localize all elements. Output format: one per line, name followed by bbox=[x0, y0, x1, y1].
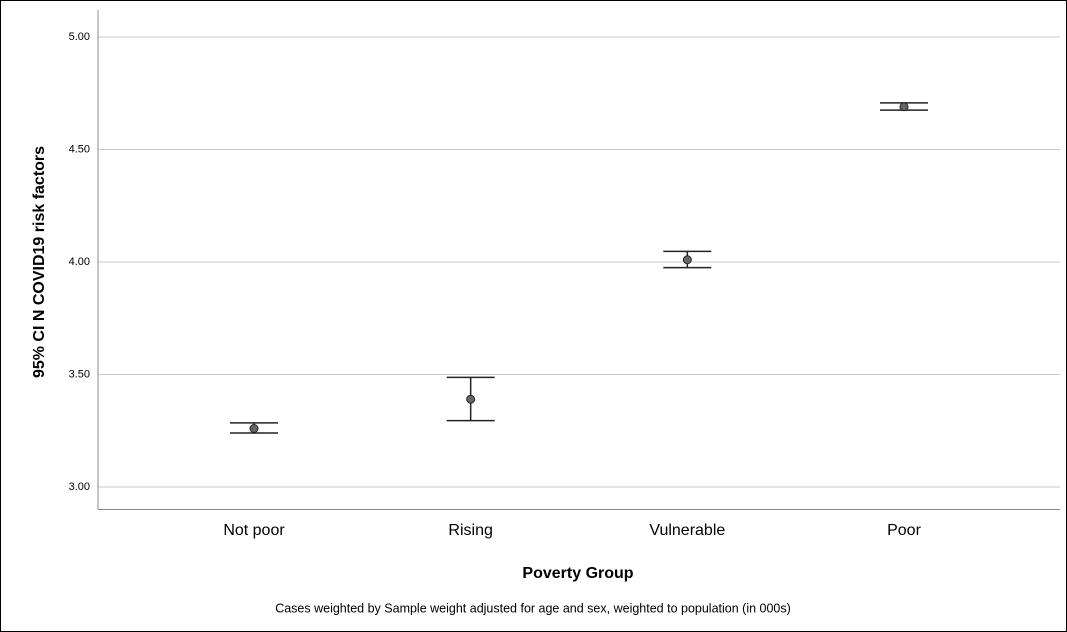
mean-point bbox=[682, 255, 692, 265]
y-tick-label: 3.00 bbox=[69, 481, 90, 493]
y-tick-label: 4.00 bbox=[69, 256, 90, 268]
x-tick-label: Poor bbox=[887, 522, 921, 539]
x-tick-label: Vulnerable bbox=[649, 522, 725, 539]
y-tick-label: 3.50 bbox=[69, 368, 90, 380]
y-axis-label: 95% CI N COVID19 risk factors bbox=[31, 146, 48, 378]
x-tick-label: Rising bbox=[448, 522, 492, 539]
mean-point bbox=[249, 424, 259, 433]
x-axis-label: Poverty Group bbox=[522, 565, 633, 582]
y-tick-label: 5.00 bbox=[69, 31, 90, 43]
mean-point bbox=[899, 102, 909, 112]
x-tick-label: Not poor bbox=[223, 522, 285, 539]
mean-point bbox=[466, 394, 476, 404]
y-tick-label: 4.50 bbox=[69, 143, 90, 155]
footnote: Cases weighted by Sample weight adjusted… bbox=[275, 601, 791, 615]
